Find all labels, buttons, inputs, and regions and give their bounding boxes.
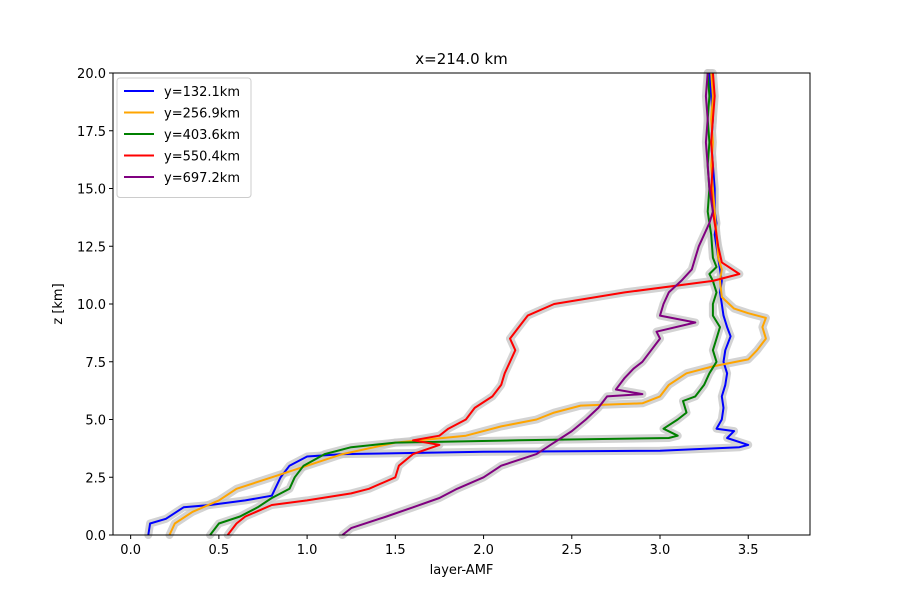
x-tick-label: 3.5 [738,543,759,558]
x-tick-label: 0.5 [209,543,230,558]
legend-entry-label: y=256.9km [164,107,240,122]
legend: y=132.1km y=256.9km y=403.6km y=550.4km y=69… [116,77,252,198]
y-tick-label: 2.5 [85,471,106,486]
series-lines [147,72,767,536]
legend-box [116,77,252,198]
y-axis-label: z [km] [51,283,66,324]
x-tick-label: 1.0 [297,543,318,558]
legend-entry-label: y=550.4km [164,150,240,165]
y-tick-label: 17.5 [77,125,106,140]
x-tick-label: 1.5 [385,543,406,558]
series-line-5 [341,72,714,536]
y-tick-label: 10.0 [77,298,106,313]
y-tick-label: 7.5 [85,356,106,371]
x-axis-label: layer-AMF [430,563,494,578]
series-line-4 [226,72,741,536]
x-tick-label: 2.5 [561,543,582,558]
uncertainty-band-2 [165,69,770,539]
y-axis: 0.0 2.5 5.0 7.5 10.0 12.5 15.0 17.5 20.0 [77,67,113,544]
chart-title: x=214.0 km [415,50,507,68]
legend-entry-label: y=403.6km [164,128,240,143]
y-tick-label: 5.0 [85,414,106,429]
y-tick-label: 12.5 [77,240,106,255]
legend-entry-label: y=132.1km [164,85,240,100]
x-axis: 0.0 0.5 1.0 1.5 2.0 2.5 3.0 3.5 [120,535,759,558]
series-line-2 [168,72,767,536]
y-tick-label: 20.0 [77,67,106,82]
x-tick-label: 0.0 [120,543,141,558]
x-tick-label: 2.0 [473,543,494,558]
legend-entry-label: y=697.2km [164,171,240,186]
y-tick-label: 0.0 [85,529,106,544]
y-tick-label: 15.0 [77,183,106,198]
x-tick-label: 3.0 [650,543,671,558]
